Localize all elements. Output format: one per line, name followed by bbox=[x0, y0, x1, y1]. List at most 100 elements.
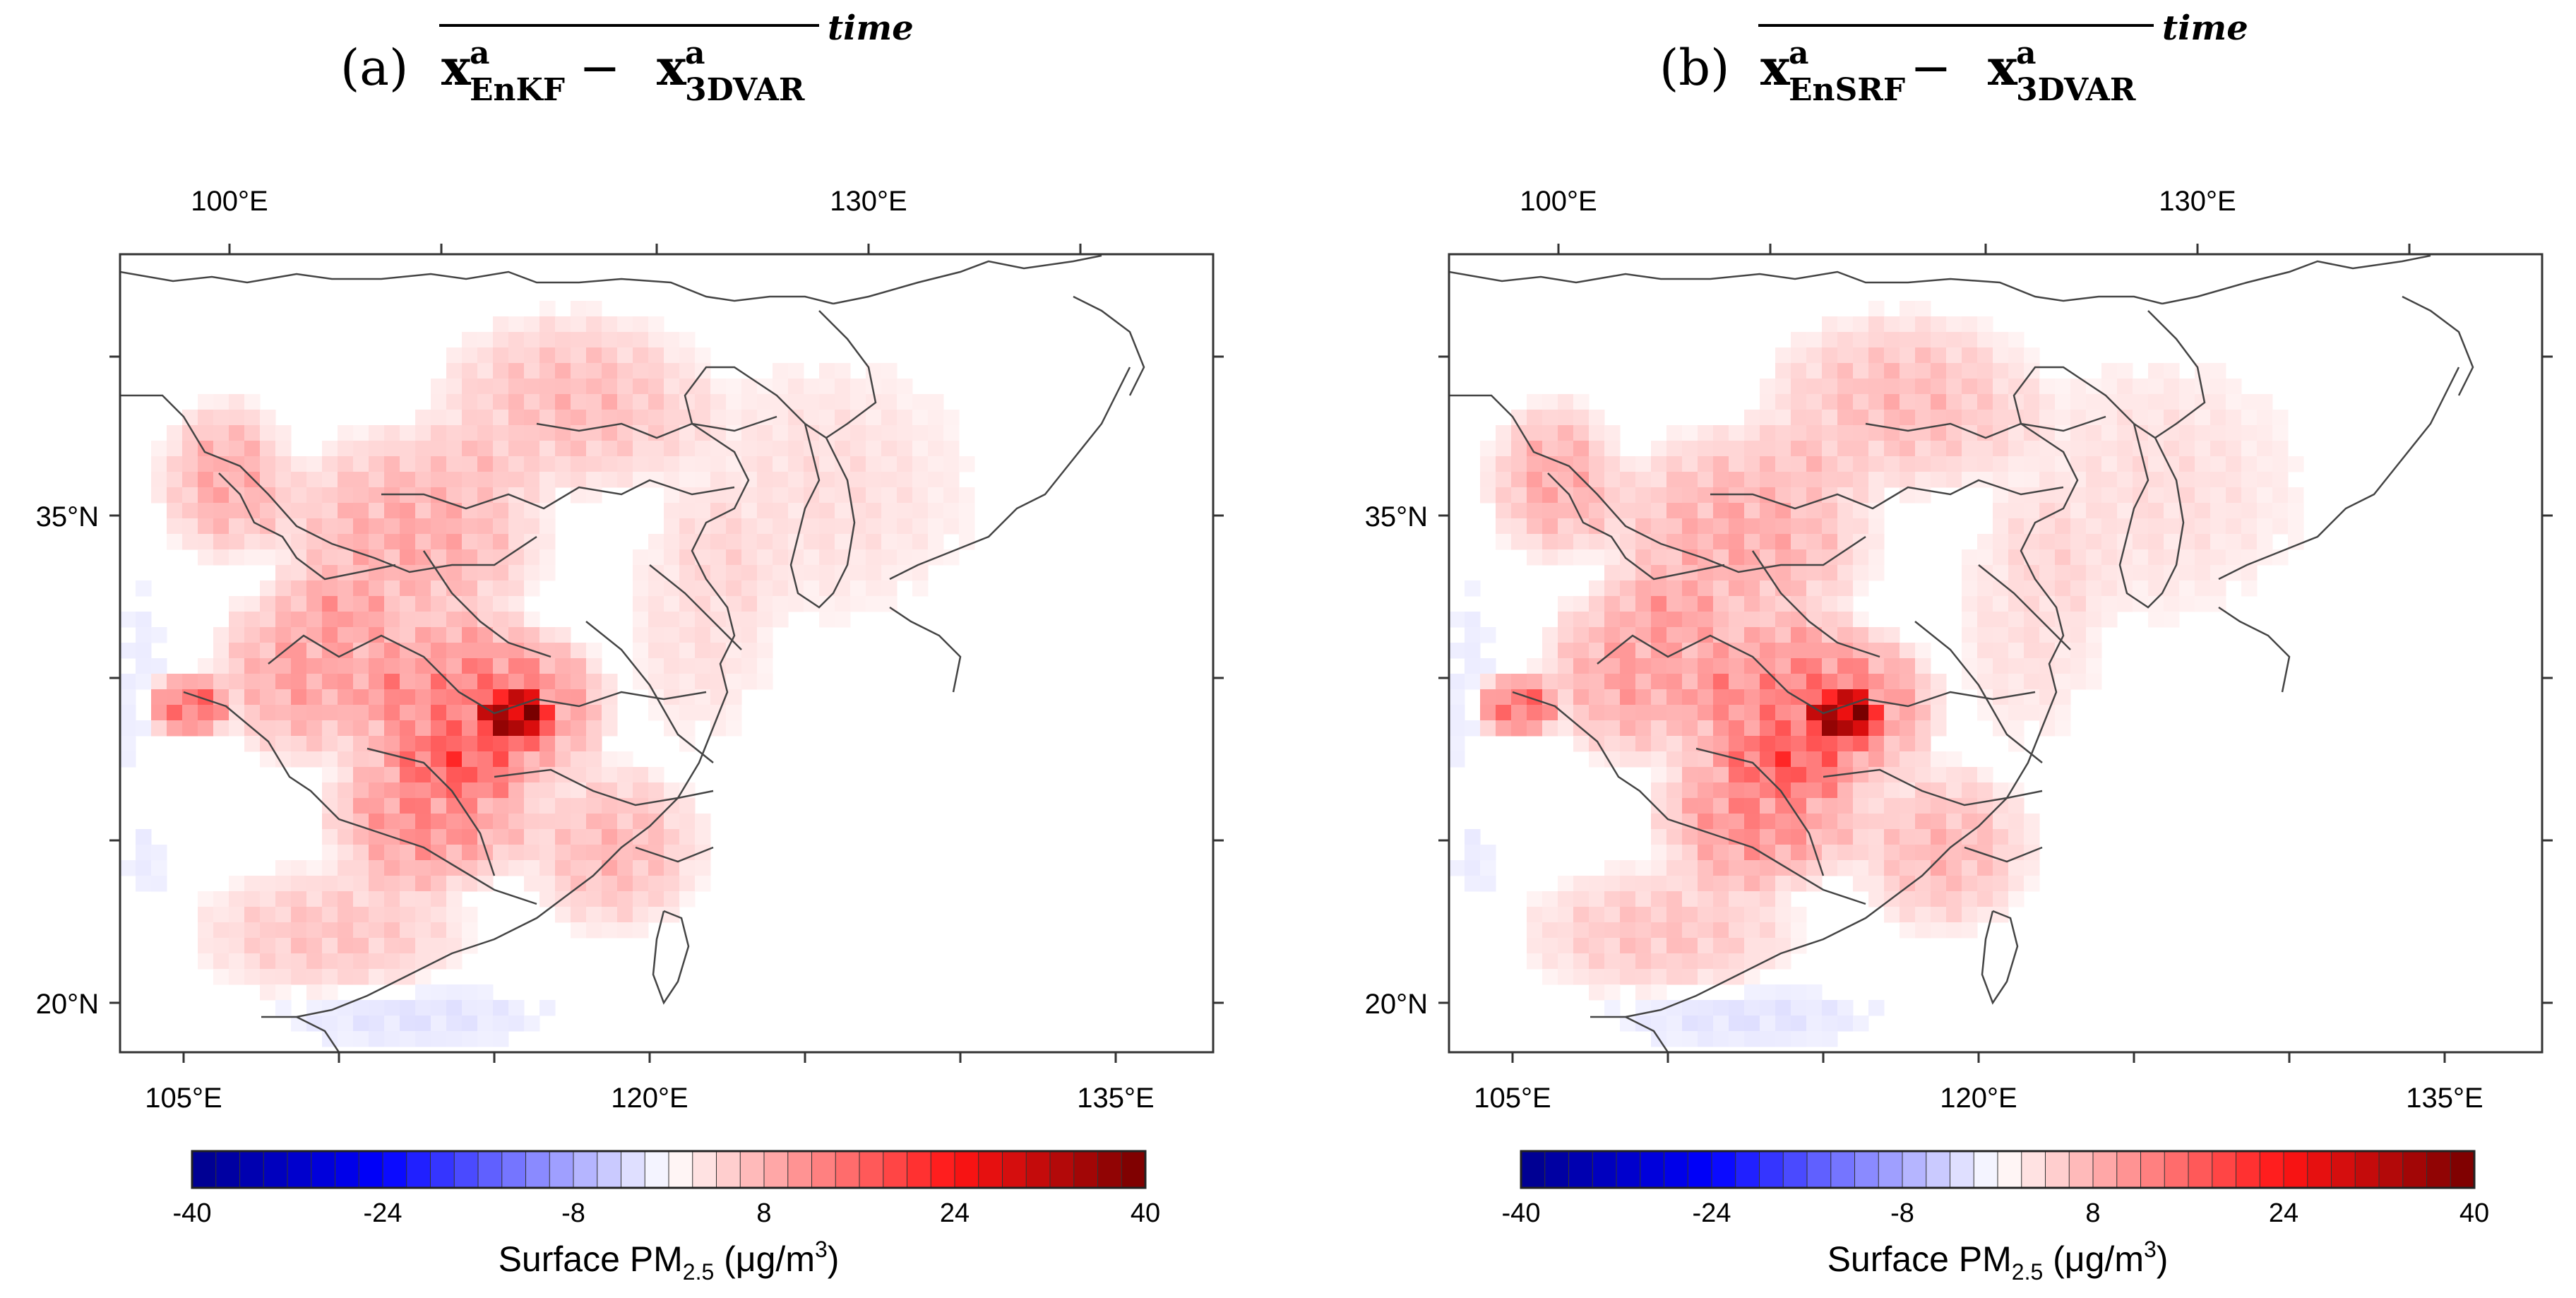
panel-b-pm25-cell bbox=[2241, 472, 2258, 488]
panel-b-pm25-cell bbox=[2024, 580, 2040, 597]
panel-b-pm25-cell bbox=[2226, 534, 2242, 550]
panel-a-pm25-cell bbox=[400, 814, 416, 830]
panel-a-pm25-cell bbox=[664, 487, 680, 504]
panel-a-pm25-cell bbox=[617, 441, 633, 457]
panel-a-colorbar-bin bbox=[1002, 1150, 1027, 1189]
panel-b-pm25-cell bbox=[1511, 674, 1527, 690]
panel-b-pm25-cell bbox=[1900, 347, 1916, 364]
panel-a-pm25-cell bbox=[539, 814, 556, 830]
panel-b-pm25-cell bbox=[1558, 518, 1574, 535]
panel-a-pm25-cell bbox=[493, 410, 509, 426]
panel-a-pm25-cell bbox=[462, 814, 478, 830]
panel-a-pm25-cell bbox=[524, 674, 540, 690]
panel-a-pm25-cell bbox=[182, 487, 198, 504]
panel-a-pm25-cell bbox=[586, 347, 602, 364]
panel-a-pm25-cell bbox=[710, 580, 727, 597]
panel-b-pm25-cell bbox=[1853, 705, 1869, 721]
panel-b-pm25-cell bbox=[1822, 643, 1838, 659]
panel-b-pm25-cell bbox=[2070, 534, 2087, 550]
panel-a-pm25-cell bbox=[726, 658, 742, 674]
panel-b-pm25-cell bbox=[1915, 674, 1931, 690]
panel-a-pm25-cell bbox=[788, 394, 804, 410]
panel-a-pm25-cell bbox=[291, 907, 307, 923]
panel-b-pm25-cell bbox=[1760, 627, 1776, 643]
panel-a-pm25-cell bbox=[664, 425, 680, 441]
panel-b-pm25-cell bbox=[1853, 767, 1869, 783]
panel-a-pm25-cell bbox=[306, 596, 323, 612]
panel-a-pm25-cell bbox=[524, 441, 540, 457]
panel-b-pm25-cell bbox=[1915, 751, 1931, 768]
panel-b-pm25-cell bbox=[1775, 347, 1791, 364]
panel-b-pm25-cell bbox=[2148, 379, 2164, 395]
panel-a-pm25-cell bbox=[384, 891, 400, 907]
panel-a-pm25-cell bbox=[384, 814, 400, 830]
panel-a-pm25-cell bbox=[462, 596, 478, 612]
panel-a-pm25-cell bbox=[182, 534, 198, 550]
panel-b-pm25-cell bbox=[1946, 472, 1962, 488]
panel-b-pm25-cell bbox=[2210, 425, 2226, 441]
panel-b-pm25-cell bbox=[1573, 922, 1590, 939]
panel-b-pm25-cell bbox=[1760, 845, 1776, 861]
panel-a-pm25-cell bbox=[275, 565, 292, 581]
panel-a-pm25-cell bbox=[477, 565, 494, 581]
panel-a-pm25-cell bbox=[835, 612, 851, 628]
panel-b-pm25-cell bbox=[2086, 565, 2102, 581]
panel-b-pm25-cell bbox=[1573, 456, 1590, 472]
panel-a-pm25-cell bbox=[462, 565, 478, 581]
panel-b-pm25-cell bbox=[1651, 891, 1667, 907]
panel-b-pm25-cell bbox=[1713, 565, 1729, 581]
panel-b-pm25-cell bbox=[1682, 689, 1698, 705]
panel-a-pm25-cell bbox=[353, 1000, 369, 1016]
panel-b-pm25-cell bbox=[1682, 829, 1698, 845]
panel-a-pm25-cell bbox=[198, 503, 214, 519]
panel-a-pm25-cell bbox=[539, 658, 556, 674]
panel-a-pm25-cell bbox=[167, 674, 183, 690]
panel-a-pm25-cell bbox=[198, 922, 214, 939]
panel-b-pm25-cell bbox=[1666, 441, 1683, 457]
panel-a-pm25-cell bbox=[213, 720, 229, 737]
panel-b-pm25-cell bbox=[2008, 580, 2025, 597]
panel-b-pm25-cell bbox=[2008, 876, 2025, 892]
panel-a-pm25-cell bbox=[819, 425, 835, 441]
panel-a-pm25-cell bbox=[120, 720, 136, 737]
panel-a-pm25-cell bbox=[260, 953, 276, 970]
panel-a-pm25-cell bbox=[804, 580, 820, 597]
panel-a-pm25-cell bbox=[539, 534, 556, 550]
panel-b-pm25-cell bbox=[1931, 363, 1947, 379]
panel-b-pm25-cell bbox=[1573, 736, 1590, 752]
panel-b-pm25-cell bbox=[2039, 379, 2056, 395]
panel-a-pm25-cell bbox=[338, 689, 354, 705]
panel-b-pm25-cell bbox=[1698, 751, 1714, 768]
panel-b-pm25-cell bbox=[1915, 643, 1931, 659]
panel-b-pm25-cell bbox=[1682, 751, 1698, 768]
panel-b-pm25-cell bbox=[1744, 1031, 1760, 1047]
panel-a-pm25-cell bbox=[819, 580, 835, 597]
panel-a-pm25-cell bbox=[446, 1031, 463, 1047]
panel-a-pm25-cell bbox=[431, 953, 447, 970]
panel-a-pm25-cell bbox=[539, 410, 556, 426]
panel-b-pm25-cell bbox=[1915, 705, 1931, 721]
panel-b-pm25-cell bbox=[2024, 643, 2040, 659]
panel-b-pm25-cell bbox=[1993, 814, 2009, 830]
panel-b-pm25-cell bbox=[1775, 410, 1791, 426]
panel-b-pm25-cell bbox=[1915, 347, 1931, 364]
panel-b-pm25-cell bbox=[1744, 612, 1760, 628]
panel-a-pm25-cell bbox=[369, 798, 385, 814]
panel-a-pm25-cell bbox=[571, 487, 587, 504]
panel-b-pm25-cell bbox=[1496, 503, 1512, 519]
panel-b-pm25-cell bbox=[1744, 1016, 1760, 1032]
panel-b-pm25-cell bbox=[1993, 845, 2009, 861]
panel-a-pm25-cell bbox=[741, 658, 758, 674]
panel-a-pm25-cell bbox=[555, 394, 571, 410]
panel-a-pm25-cell bbox=[912, 565, 929, 581]
panel-a-pm25-cell bbox=[602, 891, 618, 907]
panel-a-pm25-cell bbox=[539, 363, 556, 379]
panel-b-pm25-cell bbox=[1822, 1000, 1838, 1016]
panel-a-pm25-cell bbox=[524, 472, 540, 488]
panel-a-pm25-cell bbox=[726, 720, 742, 737]
panel-a-pm25-cell bbox=[260, 472, 276, 488]
panel-b-pm25-cell bbox=[1542, 441, 1558, 457]
panel-b-pm25-cell bbox=[2008, 425, 2025, 441]
panel-b-pm25-cell bbox=[1853, 347, 1869, 364]
panel-a-pm25-cell bbox=[384, 534, 400, 550]
